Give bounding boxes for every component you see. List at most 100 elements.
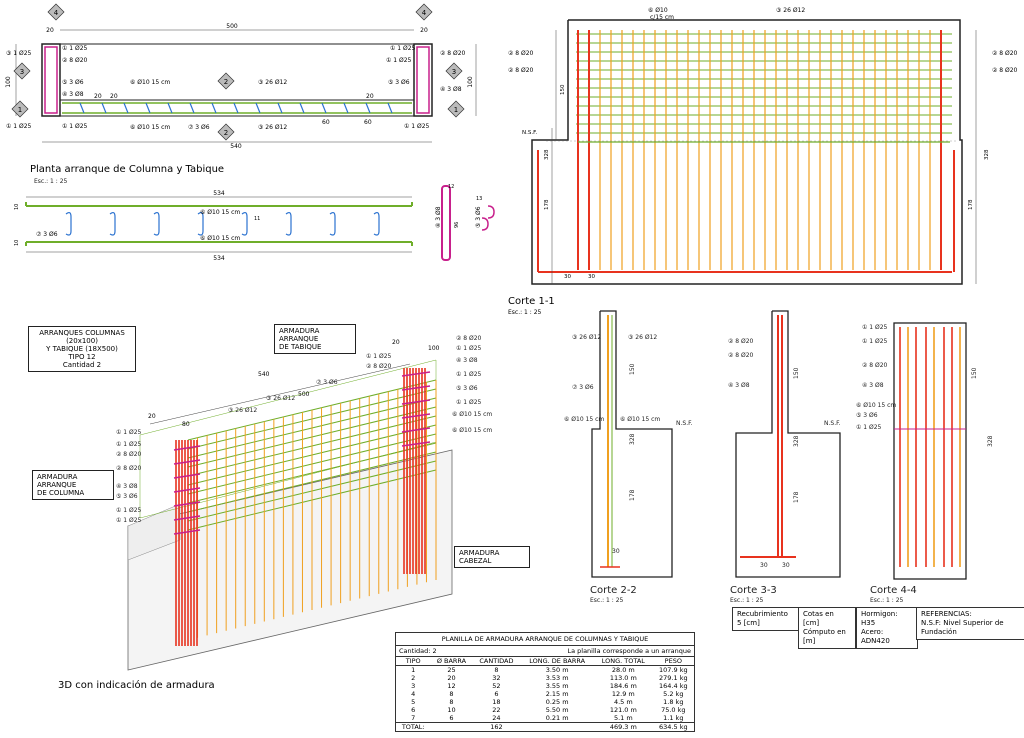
tie-mark — [101, 102, 107, 114]
iso-d-d: 500 — [298, 391, 310, 398]
table-cell: 6 — [494, 690, 499, 698]
iso-rl-9: ② 8 Ø20 — [456, 335, 482, 342]
tag-2a: 2 — [224, 78, 228, 86]
tie-mark — [365, 102, 371, 114]
table-cell — [520, 723, 594, 732]
plan-dim-right-w: 20 — [420, 27, 428, 34]
bars-dim10b: 10 — [14, 240, 20, 246]
plan-r3: ① 1 Ø25 — [386, 57, 412, 64]
iso-tl-2: ③ 26 Ø12 — [228, 407, 257, 414]
c11-d328: 328 — [544, 149, 550, 160]
bars-l2: ⑥ Ø10 15 cm — [200, 235, 240, 242]
table-row: 1 25 8 3.50 m 28.0 m 107.9 kg — [396, 666, 695, 674]
plan-l7: ① 1 Ø25 — [62, 123, 88, 130]
plan-dim-top: 500 — [226, 23, 238, 30]
corte-1-1: ⑥ Ø10 c/15 cm ③ 26 Ø12 ② 8 Ø20 ② 8 Ø20 ②… — [508, 7, 1018, 316]
tag-1a: 1 — [18, 106, 22, 114]
table-cell: 107.9 kg — [659, 666, 688, 674]
tie-mark — [79, 102, 85, 114]
iso-rl-7: ⑥ Ø10 15 cm — [452, 427, 492, 434]
c44-title: Corte 4-4 — [870, 585, 917, 596]
bars-h96: 96 — [454, 222, 460, 228]
iso-ll-5: ⑤ 3 Ø6 — [116, 493, 138, 500]
table-cell: 1.1 kg — [663, 714, 684, 722]
tie-mark — [387, 102, 393, 114]
table-cell: 2.15 m — [545, 690, 569, 698]
plan-sp1: 20 — [94, 93, 102, 100]
iso-title: 3D con indicación de armadura — [58, 679, 215, 690]
plan-m1: ⑥ Ø10 15 cm — [130, 79, 170, 86]
iso-rl-2: ① 1 Ø25 — [456, 345, 482, 352]
tie-mark — [233, 102, 239, 114]
table-cell: 8 — [449, 698, 454, 706]
c33-d30b: 30 — [782, 562, 790, 569]
note-refs-l1: REFERENCIAS: — [921, 610, 972, 618]
iso-box-0: ARRANQUES COLUMNAS (20x100) — [39, 329, 125, 345]
schedule-note: La planilla corresponde a un arranque — [567, 647, 691, 655]
plan-m5: ③ 26 Ø12 — [258, 124, 287, 131]
tag-4b: 4 — [422, 9, 427, 17]
c11-t1b: c/15 cm — [650, 14, 674, 21]
tie — [401, 427, 431, 433]
c33-d328: 328 — [793, 435, 800, 447]
table-cell: 3.55 m — [545, 682, 569, 690]
tie-mark — [123, 102, 129, 114]
plan-dim-height-l: 100 — [5, 76, 12, 88]
schedule-header-row: TIPO Ø BARRA CANTIDAD LONG. DE BARRA LON… — [395, 657, 695, 666]
c33-d30a: 30 — [760, 562, 768, 569]
table-cell: 6 — [449, 714, 454, 722]
table-cell: 12 — [447, 682, 456, 690]
plan-l2: ② 8 Ø20 — [62, 57, 88, 64]
note-cotas: Cotas en [cm] Cómputo en [m] — [798, 607, 856, 649]
c22-b: ③ 26 Ø12 — [628, 334, 657, 341]
plan-r2: ② 8 Ø20 — [440, 50, 466, 57]
cortes-2-4: ③ 26 Ø12 ③ 26 Ø12 ⑦ 3 Ø6 ⑥ Ø10 15 cm ⑥ Ø… — [564, 310, 994, 604]
tie-mark — [145, 102, 151, 114]
iso-tl-1: ⑦ 3 Ø6 — [316, 379, 338, 386]
c33-b: ② 8 Ø20 — [728, 352, 754, 359]
c44-a: ① 1 Ø25 — [862, 324, 888, 331]
s-hook — [329, 211, 336, 236]
plan-m2: ③ 26 Ø12 — [258, 79, 287, 86]
tie-mark — [299, 102, 305, 114]
table-row: 5 8 18 0.25 m 4.5 m 1.8 kg — [396, 698, 695, 706]
schedule: PLANILLA DE ARMADURA ARRANQUE DE COLUMNA… — [395, 632, 695, 732]
c22-d328: 328 — [629, 433, 636, 445]
table-cell: 5.1 m — [613, 714, 633, 722]
note-hormigon: Hormigon: H35 Acero: ADN420 — [856, 607, 918, 649]
c44-scale: Esc.: 1 : 25 — [870, 597, 904, 604]
iso-rl-5: ⑤ 3 Ø6 — [456, 385, 478, 392]
table-cell: 184.6 m — [609, 682, 637, 690]
table-row: 2 20 32 3.53 m 113.0 m 279.1 kg — [396, 674, 695, 682]
iso-box-3: Cantidad 2 — [62, 361, 102, 369]
c11-l1: ② 8 Ø20 — [508, 50, 534, 57]
table-cell: 5.50 m — [545, 706, 569, 714]
table-cell: 2 — [411, 674, 416, 682]
tag-3b: 3 — [452, 68, 456, 76]
table-cell: 10 — [447, 706, 456, 714]
iso-rl-3: ④ 3 Ø8 — [456, 357, 478, 364]
s-hook — [153, 211, 160, 236]
plan-l5: ④ 3 Ø8 — [62, 91, 84, 98]
table-cell: 18 — [492, 698, 501, 706]
iso-columns — [173, 368, 431, 646]
c33-scale: Esc.: 1 : 25 — [730, 597, 764, 604]
iso-rl-8: ① 1 Ø25 — [456, 399, 482, 406]
c11-d30b: 30 — [588, 274, 595, 280]
plan-l3: ③ 1 Ø25 — [6, 50, 32, 57]
c33-c: ④ 3 Ø8 — [728, 382, 750, 389]
table-cell: 279.1 kg — [659, 674, 688, 682]
note-cotas-l1: Cotas en [cm] — [803, 610, 834, 627]
plan-l4: ⑤ 3 Ø6 — [62, 79, 84, 86]
plan-l1: ① 1 Ø25 — [62, 45, 88, 52]
c11-l2: ② 8 Ø20 — [508, 67, 534, 74]
iso-ll-6: ① 1 Ø25 — [116, 507, 142, 514]
c11-t1: ⑥ Ø10 — [648, 7, 668, 14]
table-cell — [430, 723, 472, 732]
table-cell: 0.21 m — [545, 714, 569, 722]
c44-b: ① 1 Ø25 — [862, 338, 888, 345]
iso-d-b: 20 — [148, 413, 156, 420]
c22-title: Corte 2-2 — [590, 585, 637, 596]
plan-r4: ⑤ 3 Ø6 — [388, 79, 410, 86]
iso-view: 540 20 80 500 20 100 ① 1 Ø25 ① 1 Ø25 ② 8… — [58, 335, 492, 690]
